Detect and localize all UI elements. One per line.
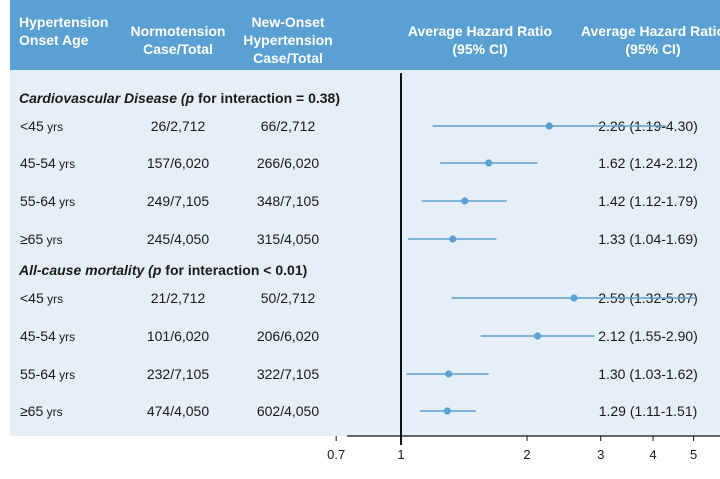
section-title-open: ( <box>144 262 153 278</box>
estimate-point <box>443 407 451 415</box>
row-age: ≥65 yrs <box>20 403 63 419</box>
row-age: ≥65 yrs <box>20 231 63 247</box>
age-value: 45-54 <box>20 328 56 344</box>
header-ahr-text: Average Hazard Ratio (95% CI) <box>580 23 720 57</box>
row-newonset: 315/4,050 <box>256 231 320 247</box>
estimate-point <box>534 332 542 340</box>
header-band <box>10 0 720 70</box>
x-tick-label: 3 <box>597 447 604 462</box>
estimate-point <box>485 159 493 167</box>
row-age: 55-64 yrs <box>20 193 75 209</box>
age-unit: yrs <box>43 120 64 134</box>
section-title-rest: for interaction = 0.38) <box>194 90 340 106</box>
age-unit: yrs <box>43 405 63 419</box>
section-title-p: p <box>185 90 195 106</box>
age-value: ≥65 <box>20 403 44 419</box>
x-tick-label: 4 <box>649 447 656 462</box>
age-unit: yrs <box>55 157 76 171</box>
row-ci: 1.29 (1.11-1.51) <box>598 403 698 419</box>
header-ahr-plot: Average Hazard Ratio (95% CI) <box>407 23 553 57</box>
row-age: 55-64 yrs <box>20 366 75 382</box>
age-unit: yrs <box>55 368 76 382</box>
age-value: 55-64 <box>20 366 56 382</box>
row-normo: 249/7,105 <box>146 193 210 209</box>
estimate-point <box>461 197 469 205</box>
age-value: 55-64 <box>20 193 56 209</box>
x-tick-label: 1 <box>397 447 404 462</box>
age-unit: yrs <box>55 195 76 209</box>
row-newonset: 322/7,105 <box>256 366 320 382</box>
estimate-point <box>545 122 553 130</box>
row-normo: 26/2,712 <box>150 118 206 134</box>
row-normo: 21/2,712 <box>150 290 206 306</box>
row-age: 45-54 yrs <box>20 328 75 344</box>
age-unit: yrs <box>43 292 64 306</box>
age-value: ≥65 <box>20 231 44 247</box>
section-title-rest: for interaction < 0.01) <box>161 262 308 278</box>
row-ci: 1.42 (1.12-1.79) <box>598 193 698 209</box>
row-age: <45 yrs <box>20 290 63 306</box>
row-normo: 474/4,050 <box>146 403 210 419</box>
row-ci: 2.12 (1.55-2.90) <box>598 328 698 344</box>
section-title-p: p <box>152 262 162 278</box>
x-tick-label: 5 <box>690 447 697 462</box>
section-title-main: Cardiovascular Disease <box>19 90 177 106</box>
age-unit: yrs <box>43 233 63 247</box>
row-normo: 232/7,105 <box>146 366 210 382</box>
header-onset-age: Hypertension Onset Age <box>19 14 109 48</box>
row-newonset: 348/7,105 <box>256 193 320 209</box>
age-value: <45 <box>20 290 44 306</box>
section-title-cvd: Cardiovascular Disease (p for interactio… <box>19 90 340 106</box>
row-normo: 157/6,020 <box>146 155 210 171</box>
estimate-point <box>445 370 453 378</box>
section-title-main: All-cause mortality <box>19 262 145 278</box>
section-title-mortality: All-cause mortality (p for interaction <… <box>19 262 307 278</box>
row-ci: 1.62 (1.24-2.12) <box>598 155 698 171</box>
age-value: 45-54 <box>20 155 56 171</box>
row-newonset: 66/2,712 <box>260 118 316 134</box>
section-title-open: ( <box>176 90 186 106</box>
row-normo: 245/4,050 <box>146 231 210 247</box>
x-tick-label: 2 <box>523 447 530 462</box>
header-normotension: Normotension Case/Total <box>130 23 226 57</box>
row-newonset: 602/4,050 <box>256 403 320 419</box>
estimate-point <box>570 294 578 302</box>
table-panel <box>10 70 720 436</box>
age-unit: yrs <box>55 330 76 344</box>
header-new-onset: New-Onset Hypertension Case/Total <box>243 14 333 66</box>
estimate-point <box>449 235 457 243</box>
row-age: <45 yrs <box>20 118 63 134</box>
row-newonset: 206/6,020 <box>256 328 320 344</box>
row-age: 45-54 yrs <box>20 155 75 171</box>
row-ci: 1.33 (1.04-1.69) <box>598 231 698 247</box>
age-value: <45 <box>20 118 44 134</box>
row-ci: 1.30 (1.03-1.62) <box>598 366 698 382</box>
row-newonset: 266/6,020 <box>256 155 320 171</box>
row-newonset: 50/2,712 <box>260 290 316 306</box>
x-tick-label: 0.7 <box>327 447 345 462</box>
row-normo: 101/6,020 <box>146 328 210 344</box>
